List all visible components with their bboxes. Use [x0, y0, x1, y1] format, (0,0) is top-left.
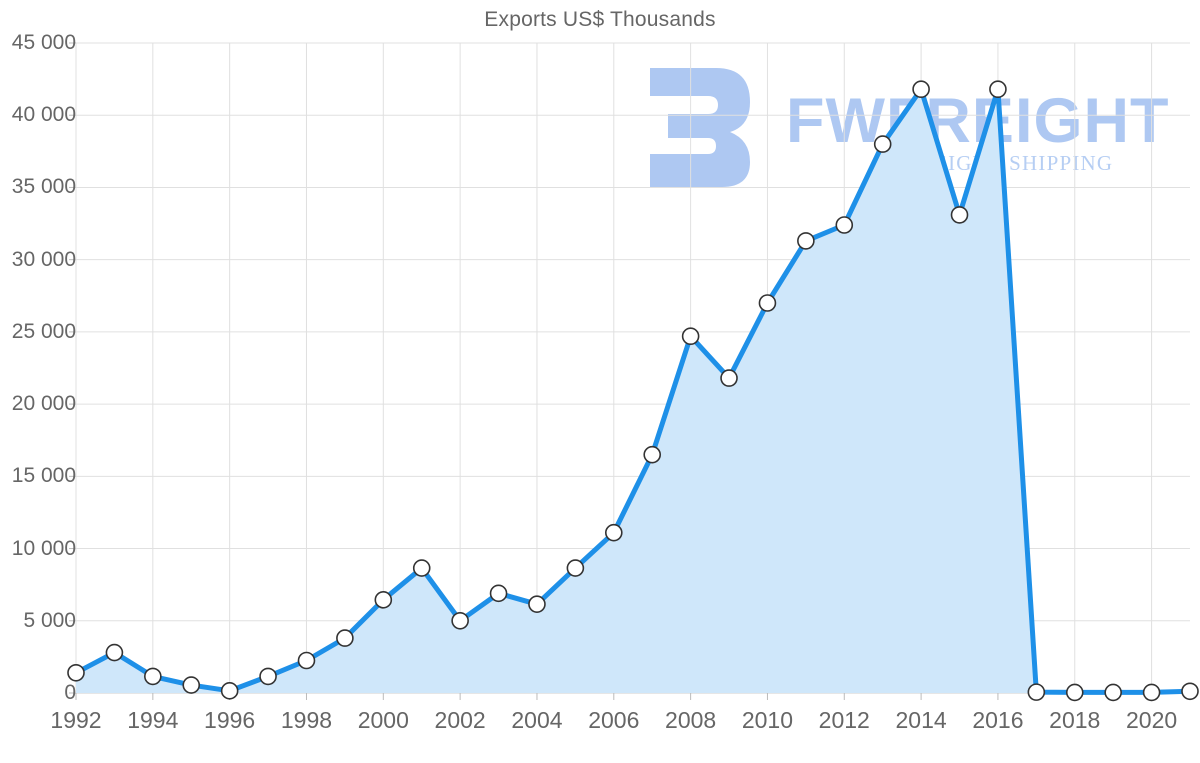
- data-point-marker[interactable]: [1065, 683, 1084, 702]
- data-point-marker[interactable]: [604, 523, 623, 542]
- data-markers: [67, 80, 1199, 702]
- y-axis-label: 35 000: [11, 175, 76, 199]
- data-point-marker[interactable]: [220, 682, 239, 700]
- data-point-marker[interactable]: [989, 80, 1007, 99]
- x-axis-label: 2002: [434, 707, 486, 733]
- y-axis-label: 20 000: [11, 392, 76, 416]
- data-point-marker[interactable]: [182, 676, 201, 694]
- data-point-marker[interactable]: [1142, 683, 1161, 702]
- data-point-marker[interactable]: [105, 643, 124, 662]
- y-axis-label: 25 000: [11, 319, 76, 343]
- x-axis-label: 2006: [588, 707, 640, 733]
- x-axis-label: 2020: [1125, 707, 1178, 733]
- data-point-marker[interactable]: [1181, 682, 1199, 701]
- area-fill-path: [76, 89, 1190, 693]
- data-point-marker[interactable]: [912, 80, 930, 99]
- x-axis-label: 1994: [127, 707, 179, 733]
- y-axis-label: 0: [64, 681, 76, 704]
- y-axis-label: 5 000: [23, 608, 76, 632]
- data-point-marker[interactable]: [950, 206, 969, 224]
- area-fill: [76, 89, 1190, 693]
- x-axis-label: 2018: [1049, 707, 1101, 733]
- x-axis-label: 1996: [204, 707, 256, 733]
- data-point-marker[interactable]: [758, 294, 777, 312]
- x-axis-label: 2008: [665, 707, 717, 733]
- data-point-marker[interactable]: [489, 584, 508, 603]
- data-point-marker[interactable]: [374, 591, 393, 609]
- data-point-marker[interactable]: [528, 595, 546, 613]
- x-axis-label: 1992: [50, 707, 102, 733]
- data-point-marker[interactable]: [67, 663, 85, 682]
- data-point-marker[interactable]: [873, 135, 892, 153]
- data-point-marker[interactable]: [451, 611, 469, 630]
- x-axis-label: 2000: [357, 707, 409, 733]
- data-point-marker[interactable]: [643, 445, 662, 464]
- data-point-marker[interactable]: [1104, 683, 1122, 702]
- data-point-marker[interactable]: [835, 216, 854, 234]
- y-axis-label: 30 000: [11, 247, 76, 271]
- data-point-marker[interactable]: [412, 559, 431, 577]
- data-point-marker[interactable]: [336, 629, 354, 647]
- data-point-marker[interactable]: [1027, 683, 1046, 701]
- x-axis-label: 2014: [895, 707, 947, 733]
- x-axis-label: 2004: [511, 707, 563, 733]
- y-axis-label: 45 000: [11, 31, 76, 54]
- y-axis-label: 15 000: [11, 464, 76, 488]
- x-axis-label: 2016: [972, 707, 1024, 733]
- x-axis-label: 1998: [280, 707, 333, 733]
- chart-title: Exports US$ Thousands: [484, 8, 716, 31]
- x-axis-label: 2010: [741, 707, 794, 733]
- data-point-marker[interactable]: [144, 667, 162, 686]
- data-point-marker[interactable]: [681, 327, 700, 346]
- data-point-marker[interactable]: [720, 369, 738, 387]
- data-point-marker[interactable]: [797, 232, 815, 250]
- y-axis-label: 40 000: [11, 103, 76, 127]
- data-point-marker[interactable]: [259, 667, 277, 686]
- y-axis-label: 10 000: [11, 536, 76, 560]
- x-axis-label: 2012: [818, 707, 870, 733]
- data-point-marker[interactable]: [566, 559, 585, 577]
- data-point-marker[interactable]: [297, 651, 316, 670]
- y-axis: 0 5 000 10 000 15 000 20 000 25 000 30 000 35 0…: [0, 0, 76, 763]
